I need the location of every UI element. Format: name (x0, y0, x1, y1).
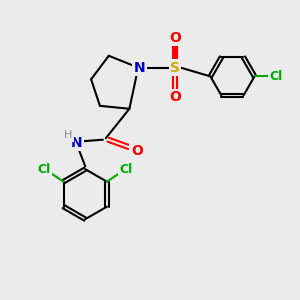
Text: N: N (134, 61, 146, 75)
Text: Cl: Cl (38, 163, 51, 176)
Text: O: O (169, 90, 181, 104)
Text: Cl: Cl (119, 163, 133, 176)
Text: O: O (169, 31, 181, 45)
Text: S: S (170, 61, 180, 75)
Text: O: O (131, 144, 143, 158)
Text: H: H (64, 130, 73, 140)
Text: N: N (70, 136, 82, 150)
Text: Cl: Cl (269, 70, 282, 83)
